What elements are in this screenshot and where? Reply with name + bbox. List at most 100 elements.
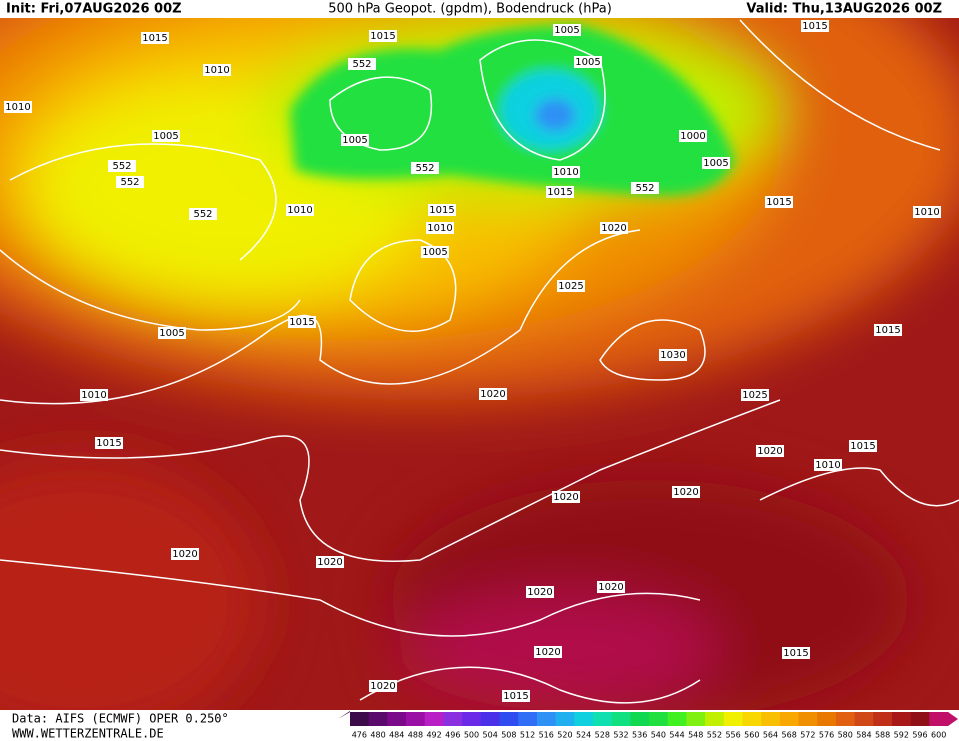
colorbar-swatch (854, 712, 874, 726)
isobar-label: 1020 (535, 647, 560, 658)
isobar-label-box (203, 64, 231, 76)
isobar-label: 1020 (317, 557, 342, 568)
isobar-label-box (553, 24, 581, 36)
isobar-label: 552 (415, 163, 434, 174)
isobar-label: 552 (635, 183, 654, 194)
isobar-label-box (316, 556, 344, 568)
isobar-label: 1020 (601, 223, 626, 234)
colorbar-label: 596 (912, 731, 927, 740)
isobar-label: 1015 (289, 317, 314, 328)
isobar-label: 1015 (802, 21, 827, 32)
isobar-label: 1010 (5, 102, 30, 113)
colorbar-label: 512 (520, 731, 535, 740)
colorbar-label: 588 (875, 731, 890, 740)
colorbar-label: 556 (725, 731, 740, 740)
colorbar-swatch (499, 712, 519, 726)
isobar-label: 1005 (703, 158, 728, 169)
isobar-label-box (679, 130, 707, 142)
isobar-label-box (288, 316, 316, 328)
colorbar-swatch (705, 712, 725, 726)
isobar-label-box (369, 680, 397, 692)
colorbar-swatch (574, 712, 594, 726)
isobar-label: 1015 (96, 438, 121, 449)
colorbar-label: 524 (576, 731, 591, 740)
isobar-label: 1020 (480, 389, 505, 400)
isobar-label: 1015 (783, 648, 808, 659)
isobar-label: 1020 (757, 446, 782, 457)
colorbar-swatch (368, 712, 388, 726)
colorbar-label: 576 (819, 731, 834, 740)
isobar-label: 1020 (553, 492, 578, 503)
isobar-label-box (631, 182, 659, 194)
isobar-label: 1025 (742, 390, 767, 401)
colorbar-label: 508 (501, 731, 516, 740)
colorbar-label: 504 (483, 731, 498, 740)
isobar-label-box (108, 160, 136, 172)
isobar-label-box (348, 58, 376, 70)
isobar-label: 1020 (527, 587, 552, 598)
isobar-label-box (286, 204, 314, 216)
colorbar-end (338, 711, 350, 719)
colorbar-label: 564 (763, 731, 778, 740)
colorbar-swatch (350, 712, 370, 726)
colorbar-label: 516 (539, 731, 554, 740)
colorbar-label: 500 (464, 731, 479, 740)
header-bar (0, 0, 959, 18)
isobar-label: 1010 (204, 65, 229, 76)
colorbar-swatch (910, 712, 930, 726)
colorbar-swatch (798, 712, 818, 726)
isobar-label-box (526, 586, 554, 598)
isobar-label: 1005 (554, 25, 579, 36)
colorbar-swatch (649, 712, 669, 726)
isobar-label-box (158, 327, 186, 339)
colorbar-swatch (462, 712, 482, 726)
valid-time: Valid: Thu,13AUG2026 00Z (746, 2, 942, 17)
colorbar-swatch (555, 712, 575, 726)
colorbar-label: 480 (370, 731, 385, 740)
colorbar-label: 544 (669, 731, 684, 740)
isobar-label: 1000 (680, 131, 705, 142)
isobar-label: 1015 (875, 325, 900, 336)
isobar-label: 1015 (547, 187, 572, 198)
isobar-label: 1030 (660, 350, 685, 361)
colorbar-label: 540 (651, 731, 666, 740)
colorbar-swatch (891, 712, 912, 726)
isobar-label-box (659, 349, 687, 361)
isobar-label: 1020 (598, 582, 623, 593)
isobar-label-box (801, 20, 829, 32)
colorbar-swatch (817, 712, 837, 726)
data-source: Data: AIFS (ECMWF) OPER 0.250° (12, 712, 229, 726)
init-time: Init: Fri,07AUG2026 00Z (6, 2, 182, 17)
isobar-label: 552 (352, 59, 371, 70)
isobar-label-box (741, 389, 769, 401)
colorbar-swatch (761, 712, 781, 726)
isobar-label: 552 (112, 161, 131, 172)
isobar-label-box (426, 222, 454, 234)
isobar-label: 1010 (914, 207, 939, 218)
isobar-label: 1010 (553, 167, 578, 178)
isobar-label-box (672, 486, 700, 498)
isobar-label-box (152, 130, 180, 142)
colorbar-swatch (723, 712, 743, 726)
colorbar-label: 600 (931, 731, 946, 740)
colorbar-label: 572 (800, 731, 815, 740)
colorbar-label: 492 (426, 731, 441, 740)
isobar-label-box (874, 324, 902, 336)
colorbar-end (948, 712, 958, 726)
colorbar-swatch (387, 712, 407, 726)
isobar-label: 1015 (142, 33, 167, 44)
isobar-label-box (913, 206, 941, 218)
colorbar-swatch (592, 712, 613, 726)
isobar-label: 1010 (287, 205, 312, 216)
isobar-label: 1015 (503, 691, 528, 702)
colorbar-label: 528 (595, 731, 610, 740)
isobar-label-box (765, 196, 793, 208)
colorbar-label: 552 (707, 731, 722, 740)
isobar-label-box (341, 134, 369, 146)
isobar-label-box (4, 101, 32, 113)
isobar-label: 1015 (370, 31, 395, 42)
colorbar-swatch (873, 712, 893, 726)
colorbar-swatch (443, 712, 463, 726)
